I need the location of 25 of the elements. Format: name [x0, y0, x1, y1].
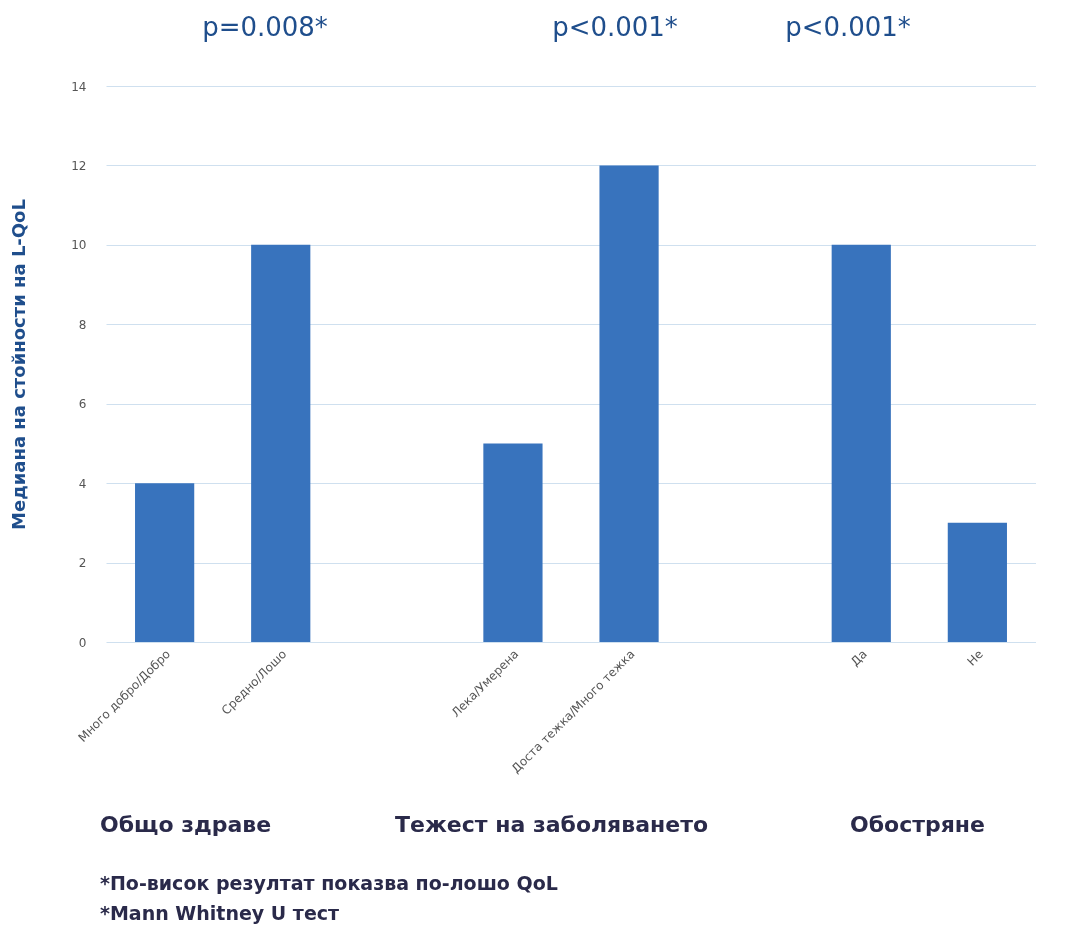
- text: *По-висок резултат показва по-лошо QoL: [100, 872, 558, 894]
- y-tick-label: 14: [71, 79, 87, 94]
- y-tick-label: 10: [71, 238, 87, 253]
- bar: [251, 244, 311, 642]
- text: *Mann Whitney U тест: [100, 902, 340, 924]
- bar: [599, 165, 659, 642]
- text: p<0.001*: [552, 12, 678, 42]
- text: Обостряне: [850, 812, 985, 837]
- y-tick-label: 4: [78, 476, 87, 491]
- y-tick-label: 6: [78, 397, 87, 412]
- bar: [947, 522, 1007, 642]
- text: p<0.001*: [785, 12, 911, 42]
- x-tick-label: Да: [848, 647, 870, 669]
- text: p=0.008*: [202, 12, 328, 42]
- y-tick-label: 8: [78, 317, 87, 332]
- bar: [831, 244, 891, 642]
- y-axis-title: Медиана на стойности на L-QoL: [8, 199, 30, 530]
- y-tick-label: 0: [78, 635, 87, 650]
- y-tick-label: 12: [71, 158, 87, 173]
- text: Тежест на заболяването: [395, 812, 708, 837]
- text: Общо здраве: [100, 812, 272, 837]
- y-tick-label: 2: [78, 556, 87, 571]
- bar: [135, 483, 195, 642]
- x-tick-label: Не: [964, 647, 986, 669]
- bar: [483, 443, 543, 642]
